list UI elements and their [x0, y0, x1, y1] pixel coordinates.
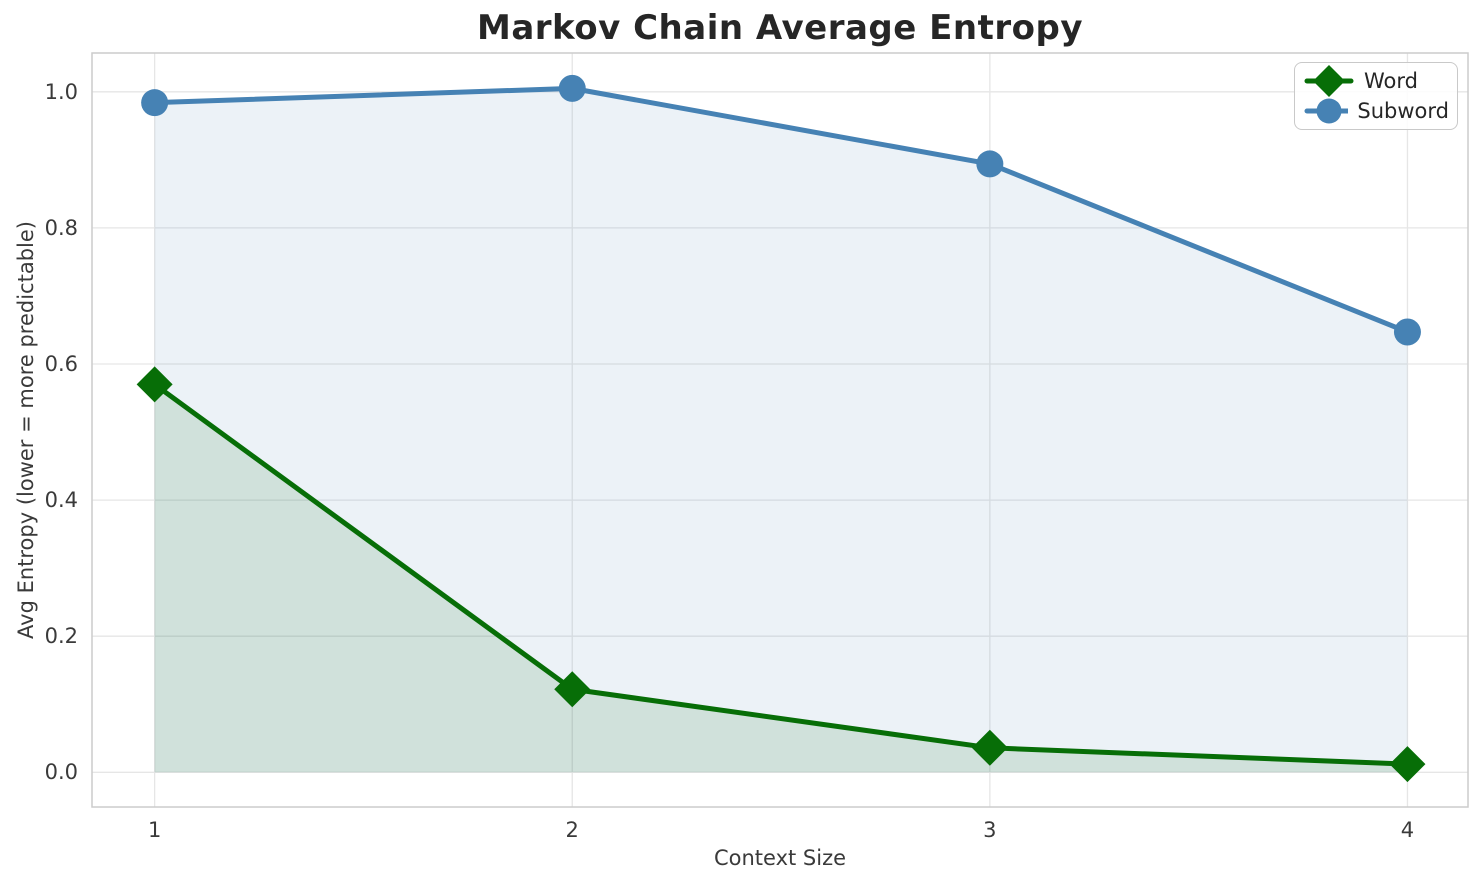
- data-point-subword-3: [976, 150, 1004, 178]
- data-point-word-2: [554, 671, 591, 708]
- y-tick-label: 1.0: [44, 79, 78, 104]
- data-point-subword-2: [558, 74, 586, 102]
- chart-title: Markov Chain Average Entropy: [477, 8, 1083, 48]
- data-point-word-3: [971, 729, 1008, 766]
- y-tick-label: 0.6: [44, 351, 78, 376]
- y-axis-label: Avg Entropy (lower = more predictable): [14, 221, 38, 639]
- circle-marker-icon: [1304, 98, 1349, 124]
- y-tick-label: 0.8: [44, 215, 78, 240]
- legend-item-word: Word: [1303, 65, 1449, 97]
- legend-item-label: Word: [1364, 68, 1418, 93]
- y-tick-label: 0.4: [44, 488, 78, 513]
- y-tick-label: 0.2: [44, 624, 78, 649]
- legend-item-label: Subword: [1357, 98, 1449, 123]
- series-line-word: [152, 381, 1410, 767]
- legend-diamond-glyph: [1313, 65, 1345, 97]
- series-fill-subword: [154, 88, 1408, 773]
- data-point-subword-4: [1393, 318, 1421, 346]
- legend-item-subword: Subword: [1303, 96, 1449, 126]
- diamond-marker-icon: [1304, 65, 1354, 97]
- data-point-word-4: [1389, 746, 1426, 783]
- x-tick-label: 3: [983, 818, 997, 842]
- x-tick-label: 2: [565, 818, 579, 842]
- y-tick-label: 0.0: [44, 760, 78, 785]
- data-point-word-1: [136, 366, 173, 403]
- x-tick-label: 1: [147, 818, 162, 842]
- legend-circle-glyph: [1316, 98, 1342, 124]
- data-point-subword-1: [141, 89, 169, 117]
- plot-background: [92, 53, 1468, 807]
- plot-frame: [91, 52, 1469, 808]
- series-line-subword: [152, 85, 1410, 335]
- series-fill-word: [154, 384, 1408, 773]
- x-axis-label: Context Size: [713, 846, 847, 870]
- legend: Word Subword: [1294, 62, 1458, 130]
- x-tick-label: 4: [1400, 818, 1415, 842]
